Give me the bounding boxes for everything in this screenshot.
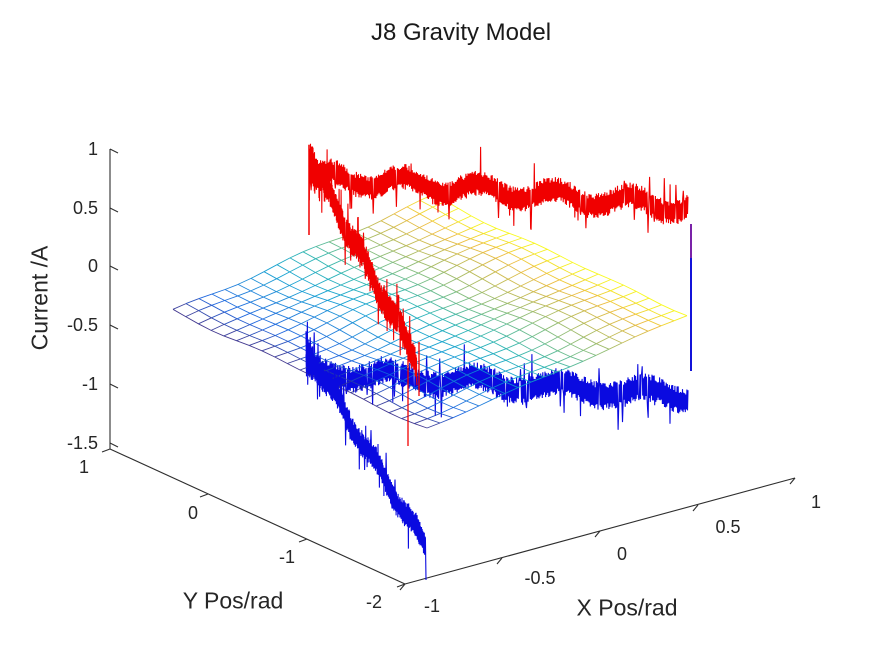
x-tick-label: 0	[617, 544, 627, 564]
y-tick-label: 1	[79, 457, 89, 477]
y-tick-label: -2	[366, 592, 382, 612]
x-tick-label: -1	[424, 596, 440, 616]
z-tick-mark	[109, 383, 119, 389]
z-tick-mark	[109, 207, 119, 213]
z-tick-mark	[109, 148, 119, 154]
x-tick-label: 0.5	[715, 517, 740, 537]
traces-front	[305, 143, 689, 581]
x-tick-mark	[399, 583, 406, 591]
z-axis: 1 0.5 0 -0.5 -1 -1.5	[67, 139, 119, 453]
x-tick-mark	[692, 504, 699, 512]
z-tick-label: 0.5	[73, 198, 98, 218]
x-tick-label: -0.5	[524, 568, 555, 588]
mesh-surface	[172, 194, 688, 429]
z-tick-label: 0	[88, 256, 98, 276]
z-tick-label: -1	[82, 374, 98, 394]
z-tick-label: -0.5	[67, 315, 98, 335]
y-tick-mark	[298, 538, 308, 543]
z-axis-label: Current /A	[26, 245, 53, 351]
z-tick-label: -1.5	[67, 433, 98, 453]
y-axis-label: Y Pos/rad	[182, 587, 284, 614]
x-tick-mark	[594, 530, 601, 538]
trace-blue-descent	[305, 321, 427, 581]
z-tick-mark	[109, 265, 119, 271]
x-tick-mark	[789, 477, 796, 485]
axes-3d: -1 -0.5 0 0.5 1 1 0 -1 -2 1 0.5 0 -0.5 -1 -1.5	[67, 139, 821, 616]
y-tick-mark	[396, 583, 406, 588]
y-tick-mark	[101, 448, 111, 453]
trace-red-descent	[308, 143, 418, 386]
trace-blue-sweep	[305, 332, 689, 430]
y-tick-label: 0	[188, 503, 198, 523]
x-tick-label: 1	[811, 492, 821, 512]
z-tick-label: 1	[88, 139, 98, 159]
plot-title: J8 Gravity Model	[370, 19, 552, 46]
z-tick-mark	[109, 442, 119, 448]
z-tick-mark	[109, 324, 119, 330]
x-tick-mark	[496, 557, 503, 565]
y-tick-label: -1	[279, 547, 295, 567]
y-tick-mark	[199, 493, 209, 498]
x-axis: -1 -0.5 0 0.5 1	[399, 477, 821, 616]
y-axis: 1 0 -1 -2	[79, 448, 406, 612]
trace-red-sweep	[308, 146, 689, 233]
x-axis-label: X Pos/rad	[576, 594, 678, 621]
